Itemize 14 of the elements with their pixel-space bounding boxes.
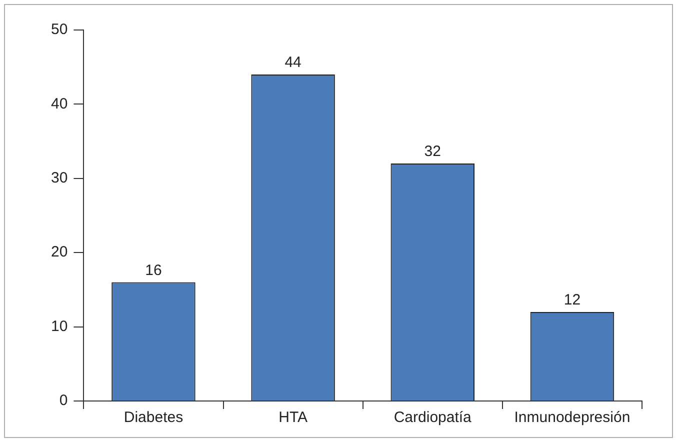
x-tick-label: Inmunodepresión (514, 409, 630, 426)
y-tick-label: 40 (50, 95, 68, 112)
data-label: 32 (424, 143, 441, 160)
y-tick-label: 10 (50, 318, 68, 335)
data-label: 44 (284, 54, 302, 72)
y-tick-label: 50 (50, 21, 68, 38)
x-tick-label: Cardiopatía (394, 409, 472, 426)
data-label: 12 (564, 292, 581, 309)
x-tick-label: HTA (278, 409, 308, 426)
x-tick-label: Diabetes (124, 409, 184, 426)
y-tick-label: 0 (59, 392, 68, 410)
y-tick-label: 30 (50, 170, 68, 187)
data-label: 16 (145, 262, 162, 279)
y-tick-label: 20 (50, 244, 68, 261)
